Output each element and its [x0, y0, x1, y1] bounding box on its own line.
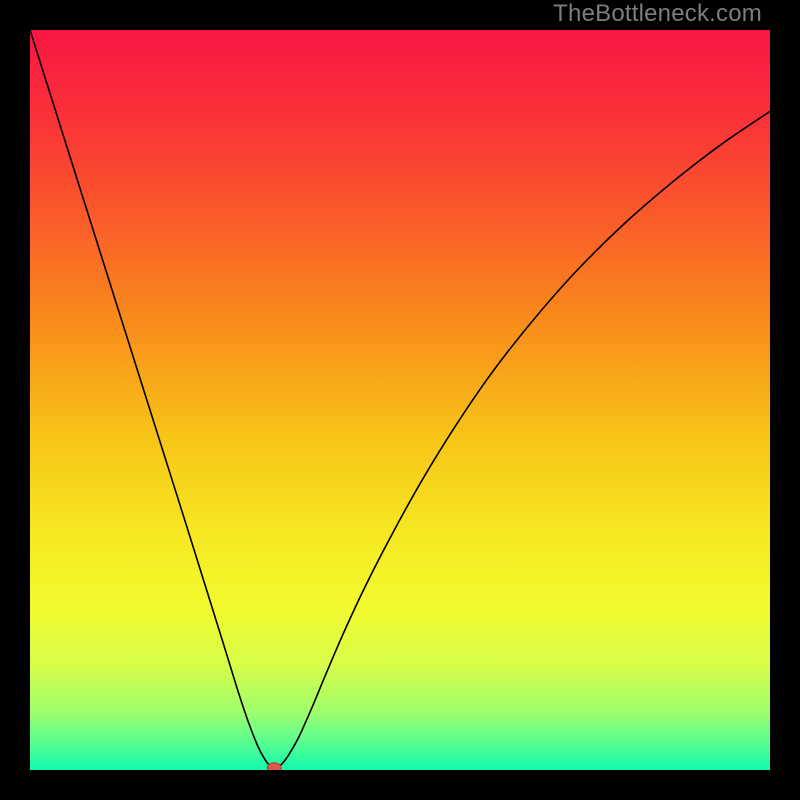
plot-area: [30, 30, 770, 770]
bottleneck-curve: [30, 30, 770, 768]
watermark-text: TheBottleneck.com: [553, 0, 762, 28]
curve-layer: [30, 30, 770, 770]
outer-frame: TheBottleneck.com: [0, 0, 800, 800]
minimum-marker: [267, 763, 281, 770]
